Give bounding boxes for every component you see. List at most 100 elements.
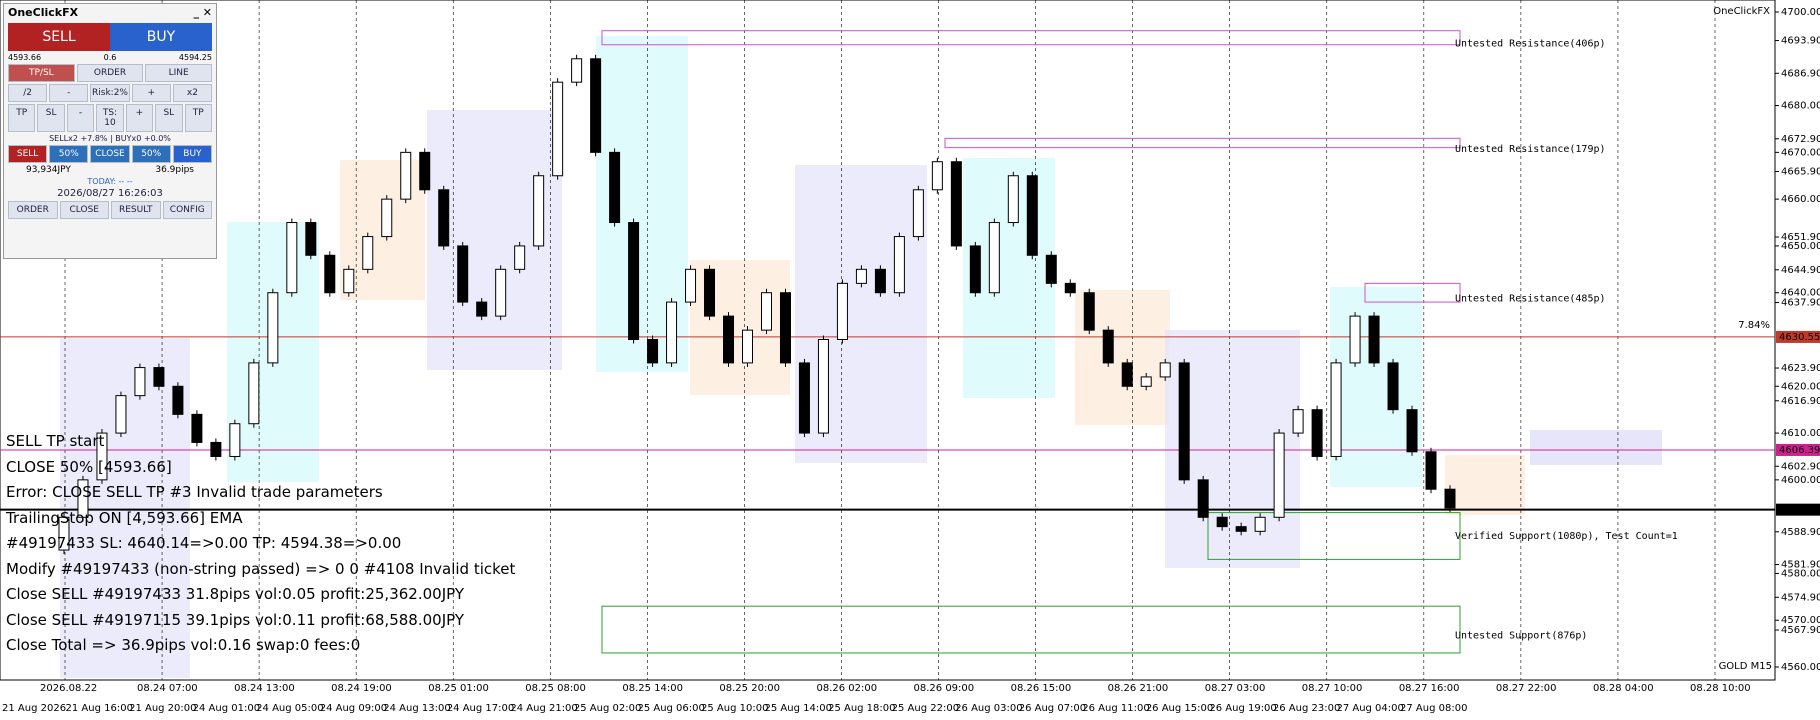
x-tick-label: 08.27 22:00: [1496, 683, 1557, 694]
panel-button[interactable]: SL: [37, 104, 65, 132]
panel-button[interactable]: TS: 10: [96, 104, 124, 132]
y-tick-label: 4616.90: [1781, 396, 1820, 407]
panel-button[interactable]: +: [131, 84, 171, 102]
candle: [704, 268, 716, 317]
candle: [77, 479, 89, 518]
x-tick-label: 2026.08.22: [40, 683, 97, 694]
panel-button[interactable]: CLOSE: [90, 145, 130, 163]
buy-price: 4594.25: [178, 53, 212, 62]
x-tick-label: 24 Aug 05:00: [256, 703, 323, 714]
log-line: #49197433 SL: 4640.14=>0.00 TP: 4594.38=…: [6, 534, 402, 552]
candle: [1216, 516, 1228, 528]
candle: [305, 222, 317, 256]
x-tick-label: 26 Aug 15:00: [1146, 703, 1213, 714]
panel-button[interactable]: TP: [184, 104, 212, 132]
x-tick-label: 26 Aug 03:00: [955, 703, 1022, 714]
panel-button[interactable]: CONFIG: [162, 201, 212, 219]
candle: [779, 292, 791, 364]
log-line: Modify #49197433 (non-string passed) => …: [6, 559, 516, 578]
candle: [286, 222, 298, 294]
y-tick-label: 4581.90: [1781, 560, 1820, 571]
symbol-label: GOLD M15: [1719, 661, 1772, 672]
candle: [685, 268, 697, 303]
panel-button[interactable]: SL: [155, 104, 183, 132]
x-tick-label: 08.28 04:00: [1593, 683, 1654, 694]
panel-button[interactable]: /2: [8, 84, 48, 102]
panel-button[interactable]: Risk:2%: [90, 84, 130, 102]
x-tick-label: 26 Aug 23:00: [1273, 703, 1340, 714]
panel-button[interactable]: TP/SL: [8, 64, 75, 82]
candle: [1444, 488, 1456, 509]
y-tick-label: 4700.00: [1781, 7, 1820, 18]
candle: [798, 362, 810, 434]
zone-label: Untested Resistance(485p): [1455, 294, 1606, 305]
candle: [950, 161, 962, 247]
candle: [514, 245, 526, 270]
panel-button[interactable]: -: [66, 104, 95, 132]
y-tick-label: 4680.00: [1781, 101, 1820, 112]
panel-button[interactable]: ORDER: [8, 201, 58, 219]
panel-button[interactable]: TP: [8, 104, 36, 132]
candle: [666, 301, 678, 364]
x-tick-label: 08.26 15:00: [1011, 683, 1072, 694]
today: TODAY: -- --: [87, 177, 133, 186]
candle: [836, 282, 848, 341]
panel-button[interactable]: 50%: [131, 145, 171, 163]
zone-label: Untested Resistance(406p): [1455, 39, 1606, 50]
y-tick-label: 4693.90: [1781, 36, 1820, 47]
y-tick-label: 4560.00: [1781, 662, 1820, 673]
y-tick-label: 4588.90: [1781, 527, 1820, 538]
candle: [988, 222, 1000, 294]
panel-header: OneClickFX _ ✕: [8, 6, 212, 19]
y-tick-label: 4644.90: [1781, 265, 1820, 276]
log-line: Close SELL #49197433 31.8pips vol:0.05 p…: [6, 585, 464, 603]
brand-label: OneClickFX: [1713, 6, 1770, 17]
log-line: CLOSE 50% [4593.66]: [6, 457, 172, 476]
y-tick-label: 4580.00: [1781, 568, 1820, 579]
panel-button[interactable]: -: [49, 84, 89, 102]
candle: [609, 151, 621, 224]
x-tick-label: 25 Aug 22:00: [892, 703, 959, 714]
panel-button[interactable]: x2: [172, 84, 213, 102]
panel-button[interactable]: +: [125, 104, 154, 132]
panel-button[interactable]: RESULT: [111, 201, 161, 219]
x-tick-label: 26 Aug 11:00: [1082, 703, 1149, 714]
x-tick-label: 08.25 14:00: [622, 683, 683, 694]
candle: [1368, 315, 1380, 364]
panel-button[interactable]: 50%: [49, 145, 89, 163]
pips: 36.9pips: [155, 165, 194, 175]
log-line: Close Total => 36.9pips vol:0.16 swap:0 …: [6, 636, 361, 654]
panel-button[interactable]: SELL: [8, 145, 48, 163]
candle: [1007, 175, 1019, 224]
x-tick-label: 08.26 09:00: [914, 683, 975, 694]
y-tick-label: 4637.90: [1781, 298, 1820, 309]
candle: [191, 413, 203, 443]
panel-button[interactable]: LINE: [145, 64, 213, 82]
x-tick-label: 08.27 16:00: [1399, 683, 1460, 694]
candle: [1045, 254, 1057, 284]
y-tick-label: 4651.90: [1781, 232, 1820, 243]
panel-button[interactable]: ORDER: [76, 64, 144, 82]
panel-button[interactable]: BUY: [172, 145, 213, 163]
panel-button[interactable]: CLOSE: [59, 201, 109, 219]
sell-button[interactable]: SELL: [8, 23, 110, 51]
zone: [1364, 282, 1461, 303]
candle: [1311, 409, 1323, 457]
level-marker: [1776, 443, 1820, 456]
y-tick-label: 4660.00: [1781, 194, 1820, 205]
x-tick-label: 25 Aug 10:00: [701, 703, 768, 714]
x-tick-label: 08.27 03:00: [1205, 683, 1266, 694]
candle: [400, 151, 412, 200]
level-label: 4630.55: [1779, 332, 1820, 343]
x-tick-label: 08.24 07:00: [137, 683, 198, 694]
zone: [601, 605, 1461, 654]
buy-button[interactable]: BUY: [110, 23, 212, 51]
log-line: Close SELL #49197115 39.1pips vol:0.11 p…: [6, 610, 464, 629]
candle: [1273, 432, 1285, 518]
level-label: 4606.39: [1779, 445, 1820, 456]
y-tick-label: 4672.90: [1781, 134, 1820, 145]
level-label: 4593.63: [1779, 505, 1820, 516]
candle: [1387, 362, 1399, 411]
candle: [855, 268, 867, 284]
